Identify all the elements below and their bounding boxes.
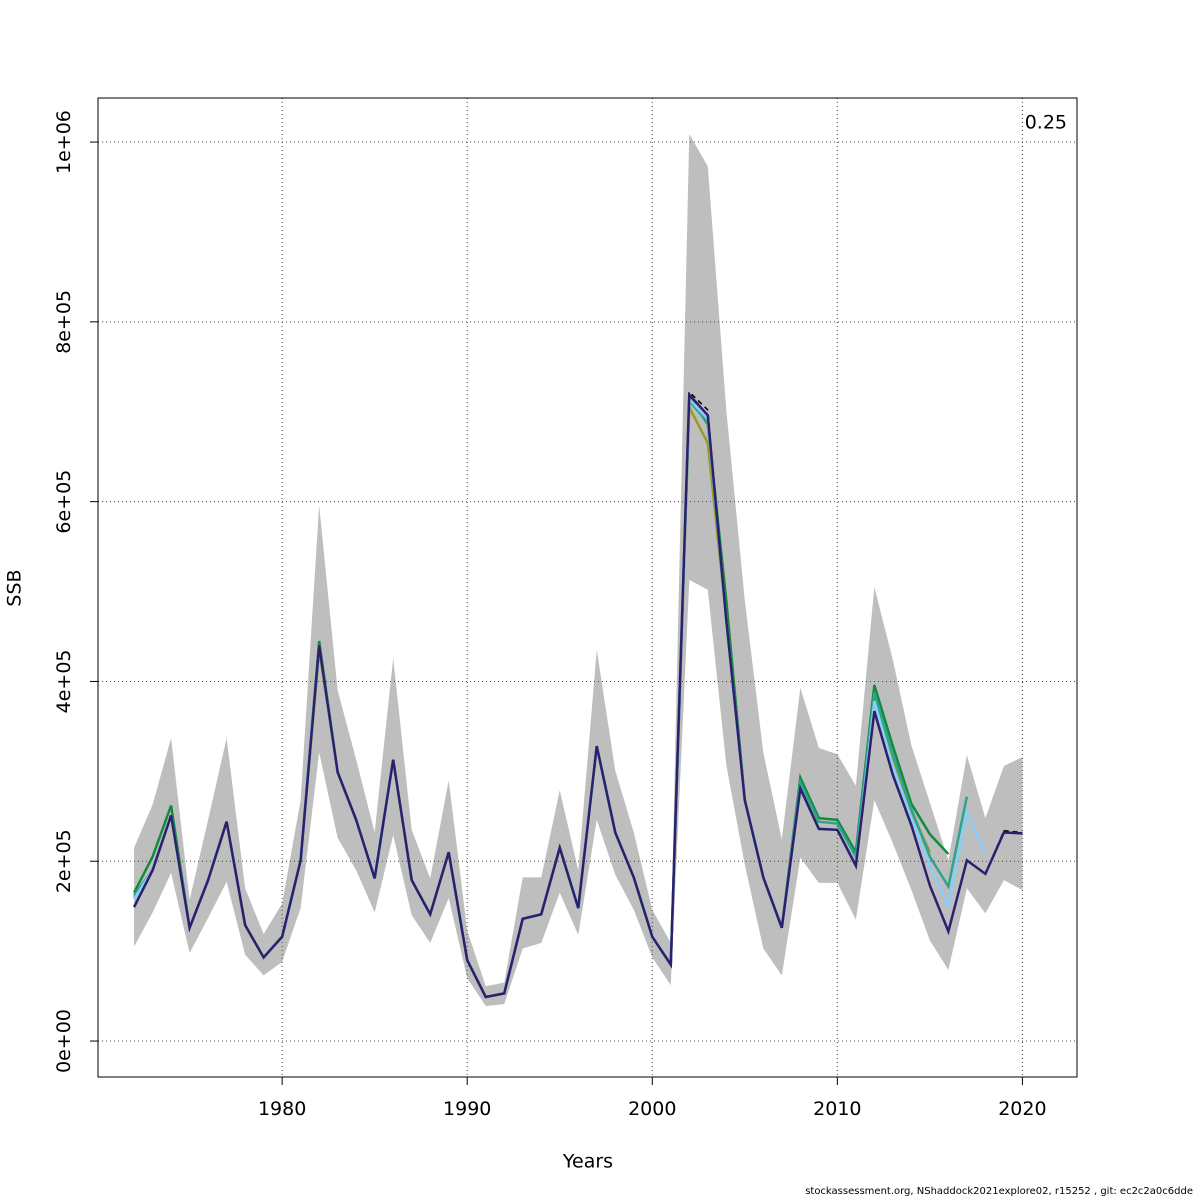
x-tick-label: 2020	[998, 1098, 1046, 1120]
series-line	[132, 391, 1023, 999]
y-tick-label: 4e+05	[53, 650, 75, 714]
x-tick-label: 1980	[258, 1098, 306, 1120]
x-tick-label: 1990	[443, 1098, 491, 1120]
x-tick-label: 2010	[813, 1098, 861, 1120]
y-tick-label: 1e+06	[53, 110, 75, 174]
annotation: 0.25	[1025, 112, 1067, 134]
confidence-band	[134, 133, 1023, 1006]
y-tick-label: 0e+00	[53, 1009, 75, 1073]
y-tick-label: 6e+05	[53, 470, 75, 534]
x-tick-label: 2000	[628, 1098, 676, 1120]
plot-area: 1980 1990 2000 2010 2020 0e+00 2e+05 4e+05 6e+05…	[53, 97, 1078, 1120]
footer: stockassessment.org, NShaddock2021explor…	[805, 1186, 1193, 1197]
y-axis-label: SSB	[4, 569, 26, 606]
y-tick-label: 2e+05	[53, 829, 75, 893]
plot-frame	[97, 97, 1078, 1078]
x-axis-label: Years	[562, 1151, 613, 1173]
y-tick-label: 8e+05	[53, 290, 75, 354]
